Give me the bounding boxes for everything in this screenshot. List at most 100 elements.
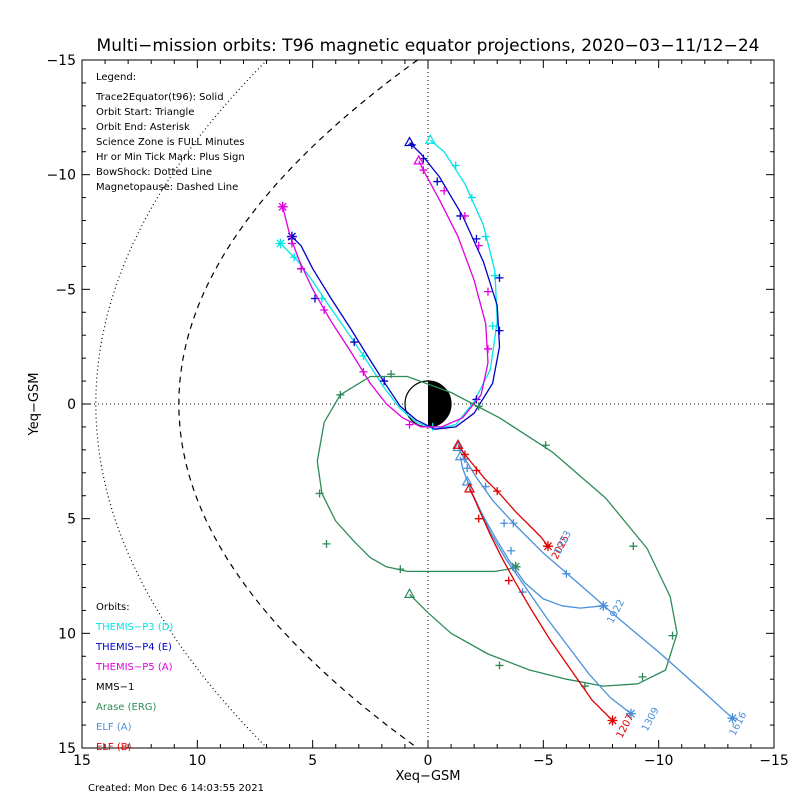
- orbit-line: [282, 160, 489, 428]
- plus-tick-mark: [359, 367, 368, 376]
- orbit-start-triangle: [461, 475, 473, 486]
- orbit-legend-entry: THEMIS−P5 (A): [95, 662, 173, 673]
- x-tick-label: −5: [533, 753, 554, 769]
- legend-line: Orbit Start: Triangle: [96, 107, 194, 118]
- legend-line: Science Zone is FULL Minutes: [96, 137, 245, 148]
- plus-tick-mark: [350, 338, 359, 347]
- series-elf-a: [454, 450, 636, 719]
- plus-tick-mark: [562, 569, 571, 578]
- plus-tick-mark: [440, 186, 449, 195]
- series-themis-p5-a: [277, 154, 492, 429]
- x-tick-label: 15: [73, 753, 91, 769]
- orbit-legend-entry: Arase (ERG): [96, 702, 157, 713]
- plus-tick-mark: [481, 232, 490, 241]
- orbit-start-triangle: [413, 154, 425, 165]
- orbit-end-asterisk: [625, 708, 636, 719]
- orbit-line: [459, 456, 632, 715]
- orbit-legend-entry: THEMIS−P3 (D): [95, 622, 173, 633]
- plus-tick-mark: [474, 402, 483, 411]
- plus-tick-mark: [495, 661, 504, 670]
- legend-line: Trace2Equator(t96): Solid: [95, 92, 224, 103]
- orbit-end-asterisk: [510, 561, 521, 572]
- orbit-end-asterisk: [275, 238, 286, 249]
- time-annotation: 1309: [640, 706, 662, 734]
- orbit-line: [457, 447, 733, 719]
- orbit-start-triangle: [424, 134, 436, 144]
- orbit-start-triangle: [454, 450, 466, 461]
- orbits-legend: Orbits: THEMIS−P3 (D) THEMIS−P4 (E) THEMIS…: [95, 602, 173, 753]
- plus-tick-mark: [472, 395, 481, 404]
- plus-tick-mark: [290, 253, 299, 262]
- orbits-heading: Orbits:: [96, 602, 130, 613]
- legend-line: BowShock: Dotted Line: [96, 167, 212, 178]
- legend-box: Legend: Trace2Equator(t96): Solid Orbit …: [95, 72, 245, 193]
- magnetopause-line: [178, 59, 418, 749]
- legend-line: Hr or Min Tick Mark: Plus Sign: [96, 152, 245, 163]
- y-tick-label: −15: [46, 53, 76, 69]
- plus-tick-mark: [504, 576, 513, 585]
- plus-tick-mark: [460, 450, 469, 459]
- orbit-start-triangle: [404, 136, 416, 147]
- y-tick-label: 5: [67, 512, 76, 528]
- plus-tick-mark: [451, 161, 460, 170]
- plus-tick-mark: [495, 273, 504, 282]
- created-footer: Created: Mon Dec 6 14:03:55 2021: [88, 783, 264, 794]
- plus-tick-mark: [297, 264, 306, 273]
- earth-symbol: [404, 380, 452, 428]
- plus-tick-mark: [463, 464, 472, 473]
- plus-tick-mark: [483, 344, 492, 353]
- y-tick-label: 10: [58, 626, 76, 642]
- series-elf-b: [463, 482, 618, 726]
- plus-tick-mark: [500, 519, 509, 528]
- orbit-end-asterisk: [727, 713, 738, 724]
- orbit-end-asterisk: [286, 231, 297, 242]
- plus-tick-mark: [405, 420, 414, 429]
- series-themis-p4-e: [286, 136, 504, 430]
- orbit-end-asterisk: [542, 541, 553, 552]
- plus-tick-mark: [396, 565, 405, 574]
- y-tick-label: 0: [67, 397, 76, 413]
- plus-tick-mark: [481, 482, 490, 491]
- plus-tick-mark: [460, 211, 469, 220]
- orbit-start-triangle: [452, 441, 464, 452]
- x-tick-label: 10: [188, 753, 206, 769]
- orbit-start-triangle: [463, 482, 476, 493]
- plus-tick-mark: [507, 546, 516, 555]
- series-arase-erg: [315, 370, 678, 691]
- x-tick-label: 5: [308, 753, 317, 769]
- orbit-line: [457, 444, 549, 547]
- plus-tick-mark: [493, 487, 502, 496]
- y-axis-label: Yeq−GSM: [27, 373, 42, 437]
- orbit-legend-entry: MMS−1: [96, 682, 134, 693]
- plus-tick-mark: [336, 390, 345, 399]
- plus-tick-mark: [474, 514, 483, 523]
- orbit-legend-entry: ELF (A): [96, 722, 132, 733]
- y-tick-label: 15: [58, 741, 76, 757]
- orbit-end-asterisk: [607, 715, 618, 726]
- time-annotation: 1207: [615, 713, 637, 741]
- plus-tick-mark: [474, 241, 483, 250]
- chart-title: Multi−mission orbits: T96 magnetic equat…: [97, 36, 760, 56]
- plus-tick-mark: [359, 351, 368, 360]
- plus-tick-mark: [668, 631, 677, 640]
- plus-tick-mark: [380, 377, 389, 386]
- plus-tick-mark: [629, 542, 638, 551]
- plus-tick-mark: [387, 370, 396, 379]
- orbit-line: [468, 488, 613, 721]
- series-elf-a: [452, 441, 738, 724]
- plus-tick-mark: [315, 489, 324, 498]
- x-tick-label: −10: [644, 753, 674, 769]
- series-elf-b: [452, 439, 553, 552]
- plus-tick-mark: [488, 322, 497, 331]
- orbit-legend-entry: THEMIS−P4 (E): [95, 642, 172, 653]
- plus-tick-mark: [638, 672, 647, 681]
- series-themis-p3-d: [275, 134, 499, 431]
- plus-tick-mark: [490, 271, 499, 280]
- x-tick-label: 0: [424, 753, 433, 769]
- legend-line: Legend:: [96, 72, 136, 83]
- plus-tick-mark: [317, 294, 326, 303]
- plus-tick-mark: [467, 193, 476, 202]
- orbit-end-asterisk: [598, 600, 609, 611]
- orbit-line: [316, 375, 678, 687]
